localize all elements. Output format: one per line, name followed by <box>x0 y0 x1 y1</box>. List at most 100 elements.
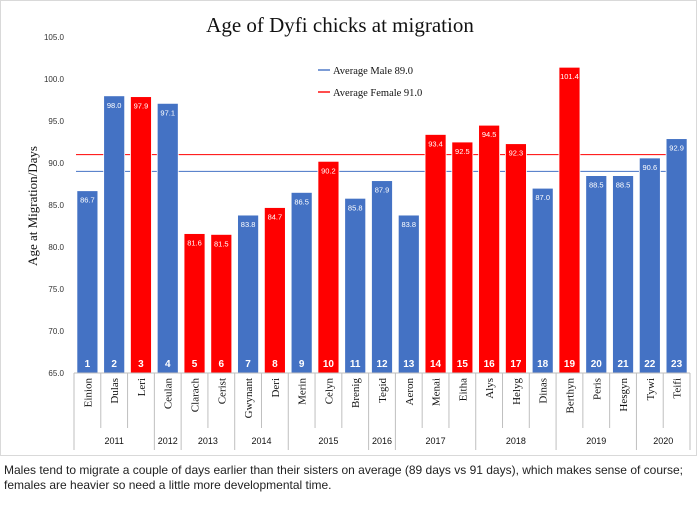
year-label: 2014 <box>251 436 271 446</box>
bar-value-label: 86.5 <box>294 197 309 206</box>
x-category-label: Helyg <box>511 378 523 405</box>
bar-hesgyn <box>612 175 634 374</box>
bar-tegid <box>371 180 393 374</box>
legend-label: Average Male 89.0 <box>333 66 413 77</box>
y-axis-ticks: 65.0 70.0 75.0 80.0 85.0 90.0 95.0 100.0 105.0 <box>44 33 65 378</box>
bar-teifi <box>665 138 688 374</box>
chart: Age of Dyfi chicks at migration Age at M… <box>25 13 691 450</box>
y-tick-label: 70.0 <box>48 327 64 336</box>
bar-value-label: 88.5 <box>616 181 631 190</box>
bar-number-label: 4 <box>165 359 171 370</box>
x-category-label: Menai <box>431 378 443 406</box>
bar-value-label: 83.8 <box>401 220 416 229</box>
bar-value-label: 81.5 <box>214 239 229 248</box>
bar-value-label: 92.3 <box>509 149 524 158</box>
bar-number-labels: 1 2 3 4 5 6 7 8 9 10 11 12 13 14 15 16 17 18 19 20 21 22 23 <box>85 359 683 370</box>
bar-merin <box>290 191 313 374</box>
year-label: 2019 <box>586 436 606 446</box>
bar-value-label: 92.9 <box>669 144 684 153</box>
x-category-label: Tegid <box>377 378 389 403</box>
bar-number-label: 7 <box>245 359 251 370</box>
x-category-label: Brenig <box>350 378 362 408</box>
x-category-label: Deri <box>270 378 282 398</box>
legend: Average Male 89.0 Average Female 91.0 <box>318 66 422 99</box>
bar-value-label: 98.0 <box>107 101 122 110</box>
bars <box>76 66 688 374</box>
bar-gwynant <box>237 214 259 374</box>
bar-number-label: 11 <box>350 359 361 370</box>
x-category-label: Aeron <box>404 378 416 406</box>
bar-number-label: 22 <box>644 359 656 370</box>
bar-number-label: 2 <box>111 359 117 370</box>
bar-value-label: 87.9 <box>375 186 390 195</box>
x-category-label: Alys <box>484 378 496 399</box>
x-category-label: Berthyn <box>564 378 576 414</box>
bar-value-label: 81.6 <box>187 239 202 248</box>
bar-aeron <box>397 214 420 374</box>
bar-number-label: 18 <box>537 359 549 370</box>
y-axis-label: Age at Migration/Days <box>25 146 40 266</box>
caption: Males tend to migrate a couple of days e… <box>4 463 684 492</box>
bar-value-label: 86.7 <box>80 196 95 205</box>
bar-value-label: 83.8 <box>241 220 256 229</box>
bar-number-label: 10 <box>323 359 335 370</box>
bar-number-label: 5 <box>192 359 198 370</box>
bar-number-label: 21 <box>617 359 629 370</box>
bar-value-label: 101.4 <box>560 72 579 81</box>
bar-peris <box>585 175 608 374</box>
bar-menai <box>424 134 447 374</box>
legend-label: Average Female 91.0 <box>333 88 422 99</box>
bar-value-label: 97.1 <box>160 108 175 117</box>
bar-dinas <box>531 187 554 374</box>
bar-clarach <box>183 233 206 374</box>
x-category-label: Dinas <box>538 378 550 404</box>
bar-number-label: 23 <box>671 359 683 370</box>
x-category-label: Dulas <box>109 378 121 404</box>
bar-value-label: 85.8 <box>348 203 363 212</box>
y-tick-label: 105.0 <box>44 33 65 42</box>
bar-value-label: 87.0 <box>535 193 550 202</box>
x-axis: Einion Dulas Leri Ceulan Clarach Cerist Gwynan… <box>73 372 691 450</box>
bar-value-label: 88.5 <box>589 181 604 190</box>
x-category-label: Merin <box>297 378 309 405</box>
x-category-label: Leri <box>136 378 148 396</box>
x-category-label: Einion <box>82 378 94 408</box>
bar-leri <box>130 96 152 374</box>
year-label: 2018 <box>506 436 526 446</box>
bar-number-label: 20 <box>591 359 603 370</box>
bar-helyg <box>505 143 527 374</box>
bar-value-label: 92.5 <box>455 147 470 156</box>
bar-value-label: 94.5 <box>482 130 497 139</box>
bar-alys <box>478 124 501 374</box>
x-category-label: Eitha <box>457 378 469 401</box>
year-label: 2012 <box>158 436 178 446</box>
x-category-label: Cerist <box>216 378 228 404</box>
x-category-label: Teifi <box>672 378 684 399</box>
bar-einion <box>76 190 99 374</box>
bar-number-label: 19 <box>564 359 576 370</box>
bar-number-label: 1 <box>85 359 91 370</box>
chart-title: Age of Dyfi chicks at migration <box>206 13 474 37</box>
year-label: 2020 <box>653 436 673 446</box>
bar-number-label: 3 <box>138 359 144 370</box>
bar-eitha <box>451 141 474 374</box>
x-category-label: Celyn <box>323 378 335 405</box>
bar-value-label: 97.9 <box>134 102 149 111</box>
bar-dulas <box>103 95 126 374</box>
year-label: 2015 <box>318 436 338 446</box>
bar-ceulan <box>156 102 179 374</box>
bar-brenig <box>344 197 367 374</box>
bar-deri <box>263 207 286 374</box>
bar-cerist <box>210 233 233 374</box>
bar-number-label: 14 <box>430 359 442 370</box>
y-tick-label: 85.0 <box>48 201 64 210</box>
bar-number-label: 16 <box>484 359 496 370</box>
bar-number-label: 8 <box>272 359 278 370</box>
bar-tywi <box>638 157 661 374</box>
year-label: 2011 <box>104 436 123 446</box>
bar-number-label: 12 <box>376 359 388 370</box>
x-category-label: Tywi <box>645 378 657 400</box>
bar-number-label: 17 <box>510 359 522 370</box>
bar-number-label: 9 <box>299 359 305 370</box>
x-category-label: Peris <box>591 378 603 400</box>
